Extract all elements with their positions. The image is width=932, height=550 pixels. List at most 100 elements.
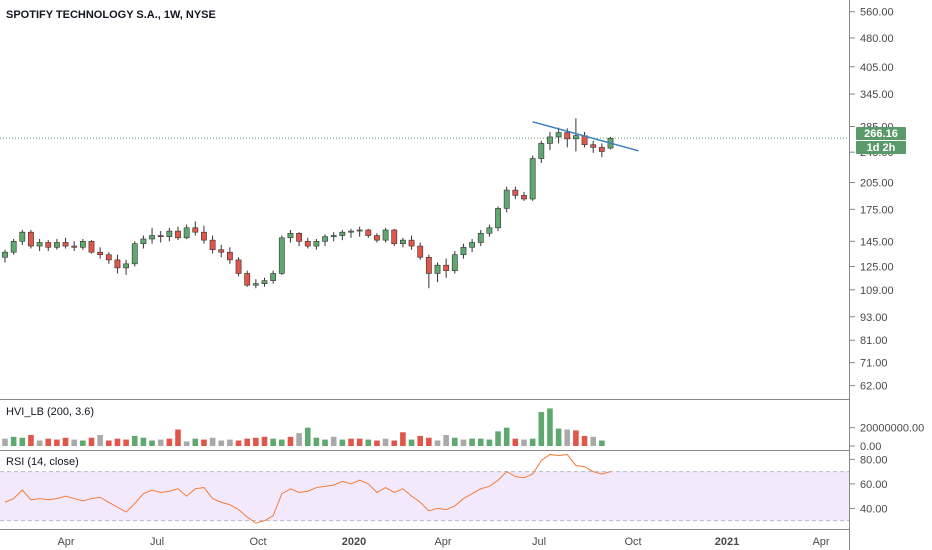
- candle-body: [365, 229, 372, 236]
- candle-body: [391, 229, 398, 244]
- hvi-bar: [417, 435, 423, 446]
- candle-body: [270, 273, 277, 281]
- hvi-bar: [235, 440, 242, 446]
- hvi-bar: [348, 438, 354, 446]
- candle: [391, 228, 398, 247]
- hvi-bar: [547, 408, 553, 446]
- hvi-bar: [460, 439, 467, 446]
- candle-body: [417, 245, 424, 258]
- candle-body: [114, 259, 121, 269]
- candle-body: [521, 195, 527, 200]
- candle-body: [88, 241, 95, 253]
- candle-body: [339, 231, 346, 236]
- candle-body: [356, 229, 363, 232]
- hvi-bar: [426, 437, 432, 446]
- hvi-bar: [114, 438, 121, 446]
- candle-body: [486, 227, 493, 234]
- candle: [538, 140, 545, 163]
- candle-body: [105, 254, 112, 261]
- candle: [71, 241, 78, 251]
- candle-body: [71, 245, 78, 248]
- candle: [261, 277, 268, 287]
- hvi-bar: [183, 441, 190, 446]
- hvi-bar: [503, 427, 510, 446]
- candle-body: [425, 256, 432, 274]
- hvi-bar: [19, 437, 26, 446]
- candle-body: [218, 249, 225, 253]
- hvi-bar: [304, 427, 311, 446]
- candle-body: [469, 242, 475, 248]
- candle: [495, 206, 501, 232]
- hvi-bar: [374, 440, 380, 446]
- candle-body: [555, 132, 562, 138]
- hvi-bar: [529, 438, 536, 446]
- volume-scale[interactable]: 20000000.00 0.00: [850, 423, 924, 453]
- hvi-bar: [443, 435, 449, 446]
- hvi-bar: [573, 430, 579, 446]
- hvi-bar: [400, 432, 406, 446]
- candle-body: [252, 283, 259, 286]
- hvi-legend[interactable]: HVI_LB (200, 3.6): [6, 406, 94, 418]
- candle: [339, 229, 346, 241]
- hvi-bar: [80, 440, 86, 446]
- candle: [123, 259, 129, 275]
- candle-body: [209, 239, 216, 251]
- candle: [572, 118, 579, 152]
- time-tick-label: Jul: [532, 536, 546, 548]
- candle: [408, 235, 415, 250]
- hvi-bar: [538, 412, 545, 446]
- candle: [105, 252, 112, 264]
- candle: [460, 243, 467, 259]
- candle: [434, 262, 441, 283]
- hvi-bar: [322, 439, 328, 446]
- hvi-bar: [555, 428, 562, 446]
- rsi-legend[interactable]: RSI (14, close): [6, 456, 79, 468]
- candle-body: [296, 232, 302, 242]
- hvi-bar: [131, 435, 138, 446]
- candle: [192, 221, 199, 236]
- hvi-bar: [296, 433, 302, 446]
- candle-body: [374, 235, 380, 241]
- candle-body: [10, 241, 17, 253]
- hvi-bar: [279, 439, 285, 446]
- candle: [529, 155, 536, 201]
- last-price-label: 266.16: [864, 128, 898, 140]
- rsi-scale[interactable]: 80.00 60.00 40.00: [850, 454, 888, 515]
- time-scale[interactable]: Apr Jul Oct 2020 Apr Jul Oct 2021 Apr: [57, 536, 829, 548]
- candle: [10, 238, 17, 255]
- candle-body: [227, 251, 233, 261]
- trendline[interactable]: [532, 121, 639, 152]
- candle-body: [460, 246, 467, 256]
- candle-body: [62, 242, 69, 247]
- candle-body: [495, 208, 501, 229]
- price-tick-label: 145.00: [860, 236, 894, 248]
- candle: [36, 238, 43, 251]
- time-tick-label: 2020: [342, 536, 366, 548]
- hvi-bar: [408, 439, 415, 446]
- candle: [114, 254, 121, 274]
- price-tick-label: 345.00: [860, 89, 894, 101]
- candle: [79, 238, 86, 250]
- rsi-band: [0, 471, 850, 521]
- bar-countdown-label: 1d 2h: [867, 142, 896, 154]
- time-tick-label: Oct: [624, 536, 641, 548]
- hvi-bar: [434, 440, 441, 446]
- hvi-bar: [313, 437, 320, 446]
- candle-body: [36, 242, 43, 247]
- candle: [97, 247, 104, 259]
- candle: [521, 191, 527, 201]
- candle-body: [477, 232, 484, 243]
- candle-body: [192, 227, 199, 233]
- candle: [53, 238, 60, 250]
- time-tick-label: Oct: [249, 536, 266, 548]
- chart-title[interactable]: SPOTIFY TECHNOLOGY S.A., 1W, NYSE: [6, 9, 216, 21]
- candle: [244, 270, 251, 287]
- candle-body: [201, 231, 207, 241]
- hvi-bar: [218, 440, 225, 446]
- candle: [451, 250, 458, 274]
- candle-body: [512, 189, 519, 196]
- hvi-bar: [45, 438, 52, 446]
- candle: [547, 131, 553, 151]
